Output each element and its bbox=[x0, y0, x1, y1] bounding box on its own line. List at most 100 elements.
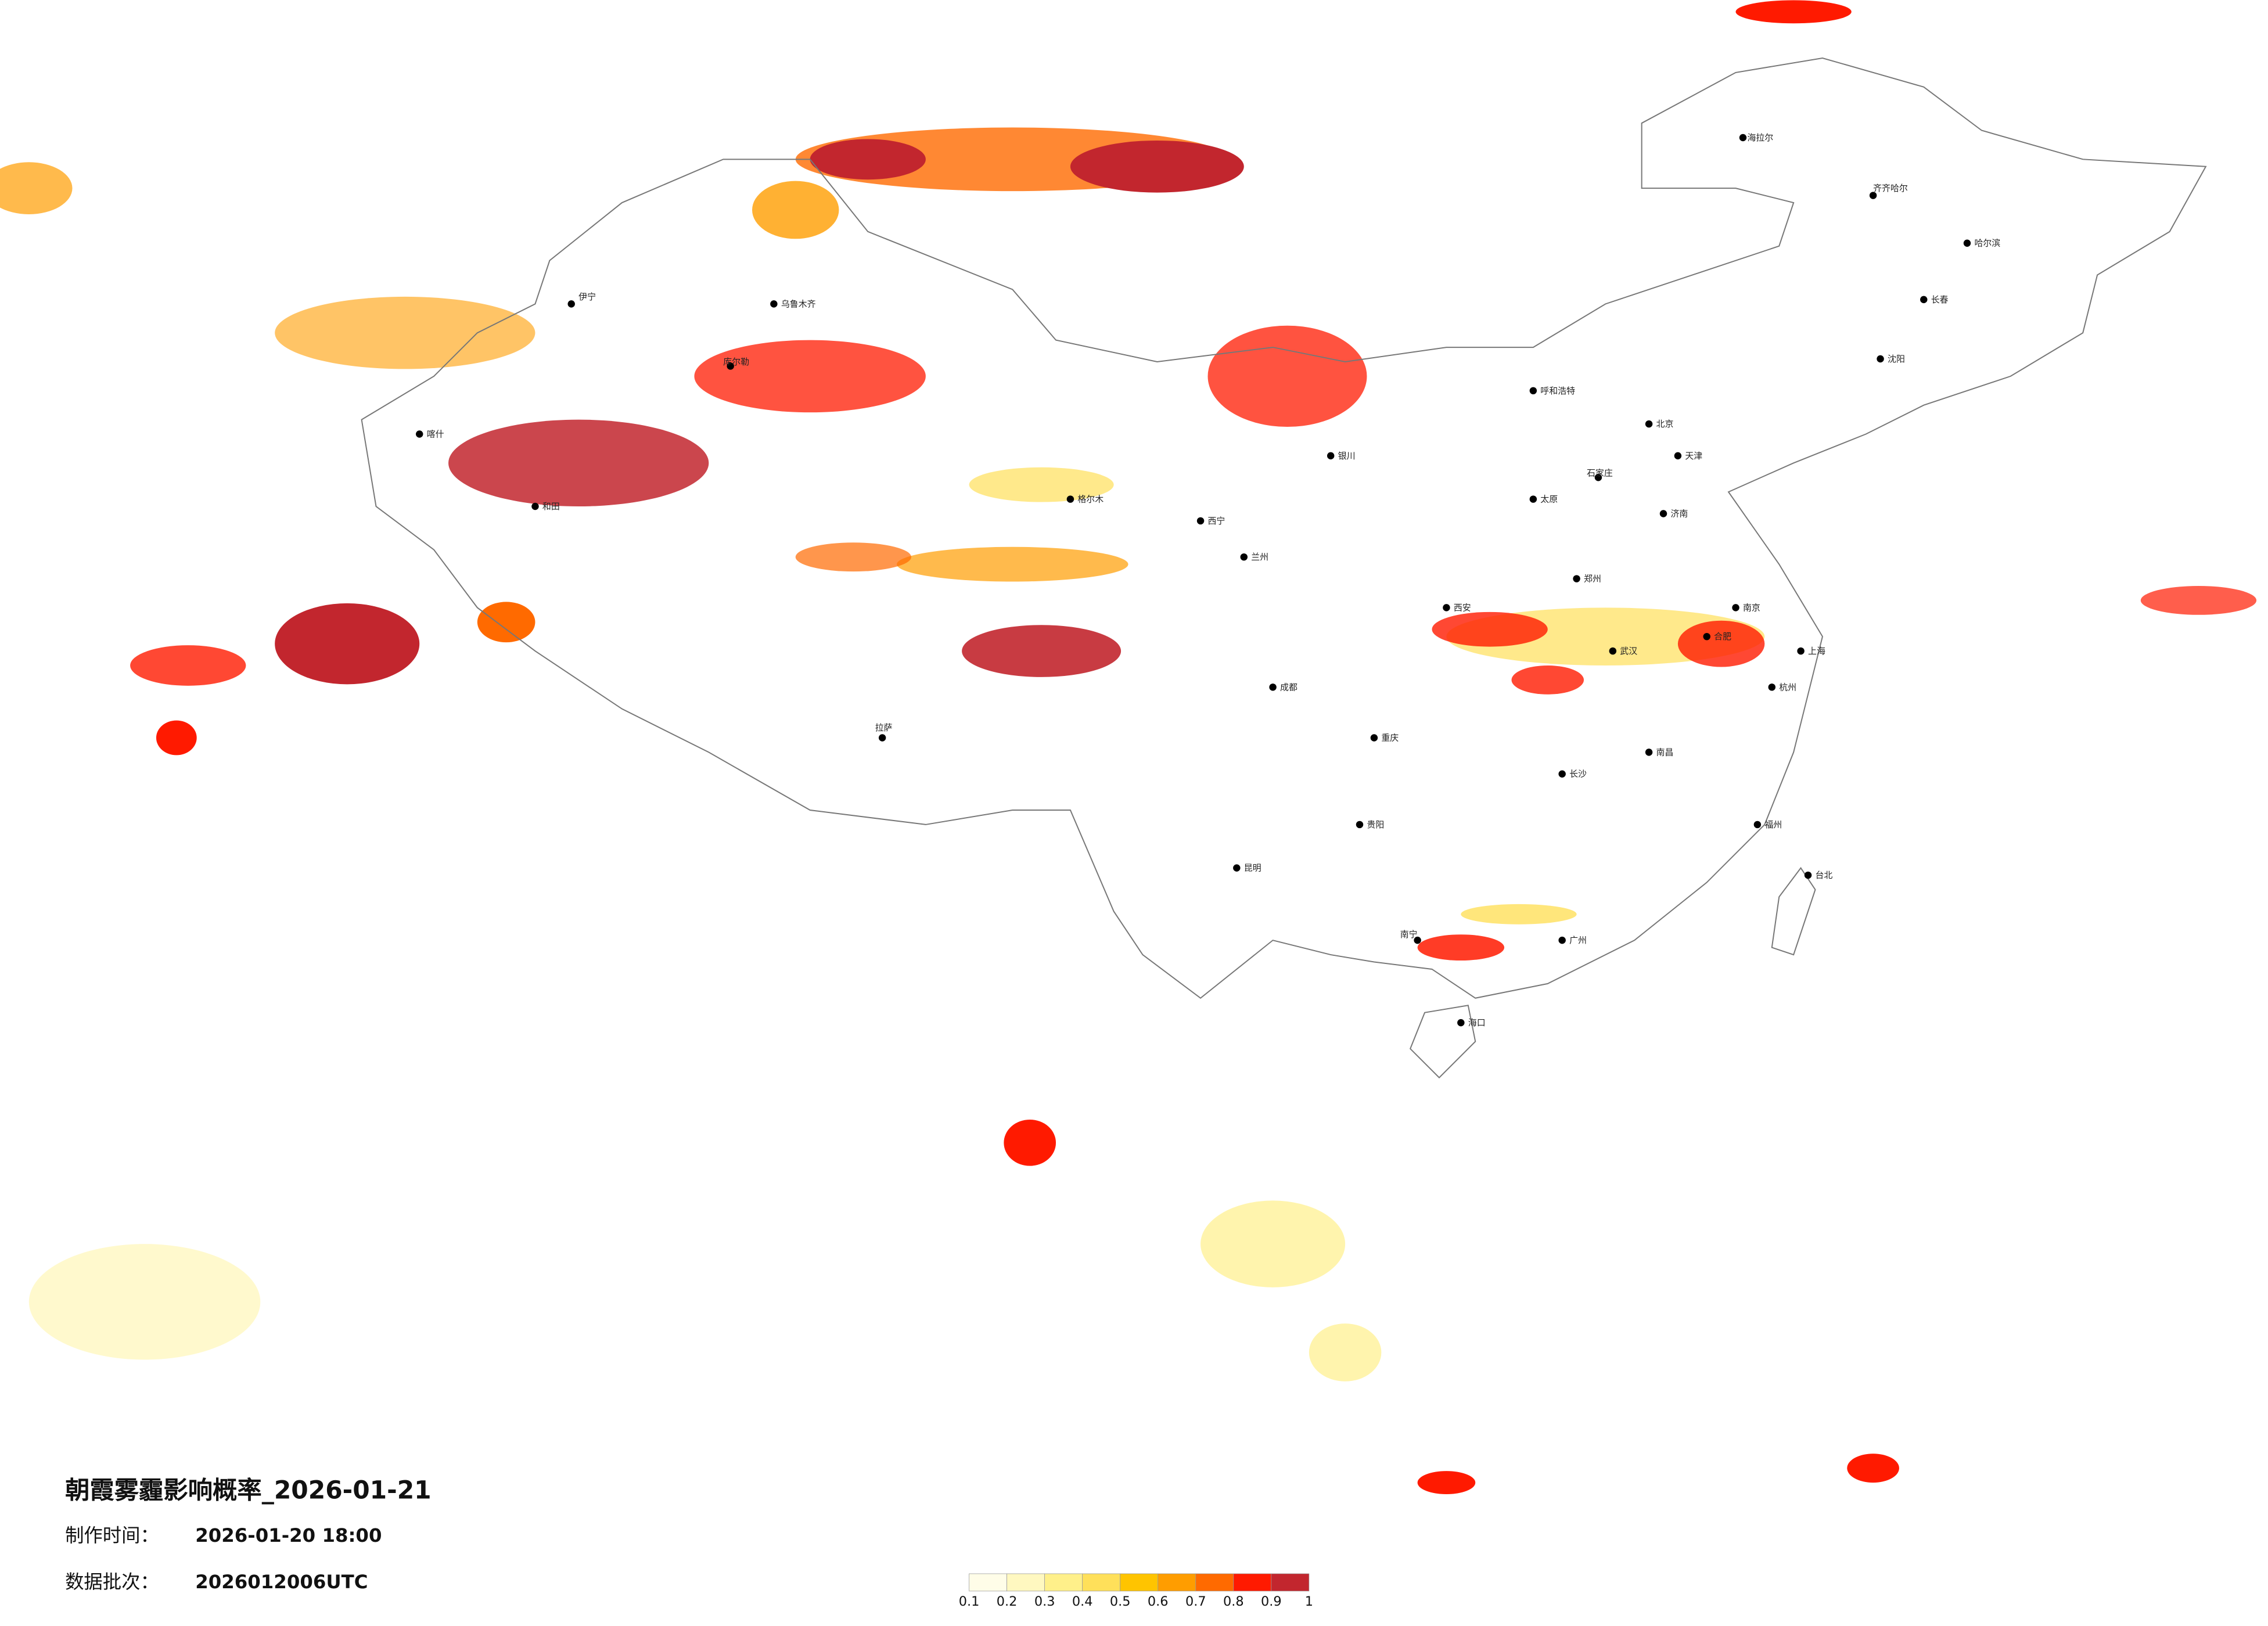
legend-swatch bbox=[1007, 1573, 1045, 1592]
city-dot bbox=[1963, 239, 1971, 247]
city-dot bbox=[1797, 647, 1805, 655]
city-label: 南昌 bbox=[1656, 747, 1674, 757]
city-label: 合肥 bbox=[1714, 631, 1731, 642]
city-label: 太原 bbox=[1540, 494, 1558, 505]
haze-area bbox=[1677, 620, 1765, 667]
city-dot bbox=[1609, 647, 1617, 655]
haze-area bbox=[694, 340, 926, 413]
city-dot bbox=[1457, 1019, 1465, 1027]
haze-area bbox=[752, 181, 839, 239]
city-label: 台北 bbox=[1815, 870, 1832, 880]
city-dot bbox=[1869, 192, 1877, 199]
city-label: 哈尔滨 bbox=[1974, 238, 2000, 249]
city-label: 齐齐哈尔 bbox=[1873, 183, 1908, 193]
city-dot bbox=[1327, 452, 1335, 460]
legend-tick-label: 0.6 bbox=[1148, 1594, 1169, 1609]
haze-area bbox=[130, 645, 246, 686]
city-label: 兰州 bbox=[1251, 552, 1268, 562]
island-outline bbox=[1771, 866, 1816, 956]
haze-area bbox=[1309, 1323, 1382, 1382]
city-dot bbox=[1233, 864, 1241, 872]
city-label: 广州 bbox=[1569, 935, 1587, 945]
city-label: 成都 bbox=[1280, 682, 1297, 692]
city-label: 重庆 bbox=[1381, 732, 1399, 743]
haze-area bbox=[1004, 1119, 1056, 1166]
city-label: 格尔木 bbox=[1077, 494, 1104, 505]
city-dot bbox=[1645, 420, 1653, 428]
haze-area bbox=[1417, 934, 1505, 961]
haze-area bbox=[1070, 140, 1244, 193]
haze-area bbox=[1201, 1200, 1346, 1287]
legend-tick-label: 0.5 bbox=[1110, 1594, 1131, 1609]
haze-area bbox=[0, 162, 73, 214]
haze-area bbox=[28, 1244, 261, 1360]
city-dot bbox=[1269, 684, 1277, 691]
batch-value: 2026012006UTC bbox=[195, 1571, 368, 1593]
city-label: 武汉 bbox=[1620, 646, 1637, 656]
city-dot bbox=[1558, 936, 1566, 944]
made-time-label: 制作时间： bbox=[65, 1524, 159, 1546]
city-dot bbox=[567, 300, 575, 308]
city-dot bbox=[1877, 355, 1884, 363]
haze-area bbox=[1735, 0, 1852, 24]
city-dot bbox=[1558, 770, 1566, 778]
haze-area bbox=[962, 625, 1122, 677]
city-label: 济南 bbox=[1670, 508, 1688, 519]
haze-area bbox=[1432, 611, 1548, 647]
city-dot bbox=[1645, 749, 1653, 756]
haze-area bbox=[1461, 904, 1577, 924]
city-label: 长沙 bbox=[1569, 769, 1587, 779]
city-dot bbox=[1240, 553, 1248, 561]
city-label: 天津 bbox=[1685, 451, 1702, 461]
city-label: 银川 bbox=[1338, 451, 1356, 461]
legend-tick-label: 0.1 bbox=[959, 1594, 980, 1609]
city-label: 库尔勒 bbox=[723, 357, 749, 367]
haze-area bbox=[1511, 665, 1584, 695]
haze-area bbox=[448, 419, 709, 507]
city-label: 南宁 bbox=[1400, 929, 1418, 940]
legend-tick-label: 0.4 bbox=[1072, 1594, 1093, 1609]
city-label: 北京 bbox=[1656, 419, 1674, 429]
map-title: 朝霞雾霾影响概率_2026-01-21 bbox=[65, 1476, 432, 1504]
city-dot bbox=[1674, 452, 1682, 460]
city-label: 郑州 bbox=[1584, 574, 1601, 584]
city-label: 福州 bbox=[1764, 819, 1782, 830]
city-dot bbox=[1804, 871, 1812, 879]
legend-tick-label: 0.8 bbox=[1223, 1594, 1244, 1609]
haze-area bbox=[1417, 1471, 1476, 1494]
legend-tick-label: 0.2 bbox=[997, 1594, 1018, 1609]
city-label: 西安 bbox=[1454, 602, 1471, 613]
city-label: 杭州 bbox=[1779, 682, 1796, 692]
city-dot bbox=[1370, 734, 1378, 742]
haze-area bbox=[969, 467, 1114, 502]
cities: 哈尔滨 长春 沈阳 北京 天津 石家庄 太原 呼和浩特 济南 郑州 西安 兰州 … bbox=[415, 132, 2000, 1028]
city-dot bbox=[770, 300, 778, 308]
city-label: 上海 bbox=[1808, 646, 1825, 656]
city-dot bbox=[1732, 604, 1739, 611]
city-label: 西宁 bbox=[1208, 516, 1225, 526]
city-dot bbox=[1529, 387, 1537, 395]
city-label: 石家庄 bbox=[1587, 468, 1613, 479]
country-outline bbox=[361, 57, 2207, 999]
city-label: 呼和浩特 bbox=[1540, 386, 1575, 396]
legend-swatch bbox=[1158, 1573, 1196, 1592]
city-dot bbox=[1356, 821, 1364, 829]
legend-swatch bbox=[1195, 1573, 1234, 1592]
city-dot bbox=[531, 502, 539, 510]
legend-tick-label: 0.7 bbox=[1185, 1594, 1206, 1609]
city-dot bbox=[878, 734, 886, 742]
city-dot bbox=[1443, 604, 1450, 611]
city-dot bbox=[727, 362, 734, 370]
made-time-value: 2026-01-20 18:00 bbox=[195, 1524, 382, 1546]
city-label: 沈阳 bbox=[1888, 354, 1905, 364]
legend-swatch bbox=[1233, 1573, 1272, 1592]
city-dot bbox=[1659, 510, 1667, 517]
city-label: 伊宁 bbox=[578, 292, 596, 302]
haze-area bbox=[156, 720, 197, 756]
city-label: 和田 bbox=[542, 501, 560, 512]
city-dot bbox=[1739, 134, 1747, 142]
city-label: 海口 bbox=[1468, 1017, 1486, 1028]
city-dot bbox=[1703, 632, 1710, 641]
